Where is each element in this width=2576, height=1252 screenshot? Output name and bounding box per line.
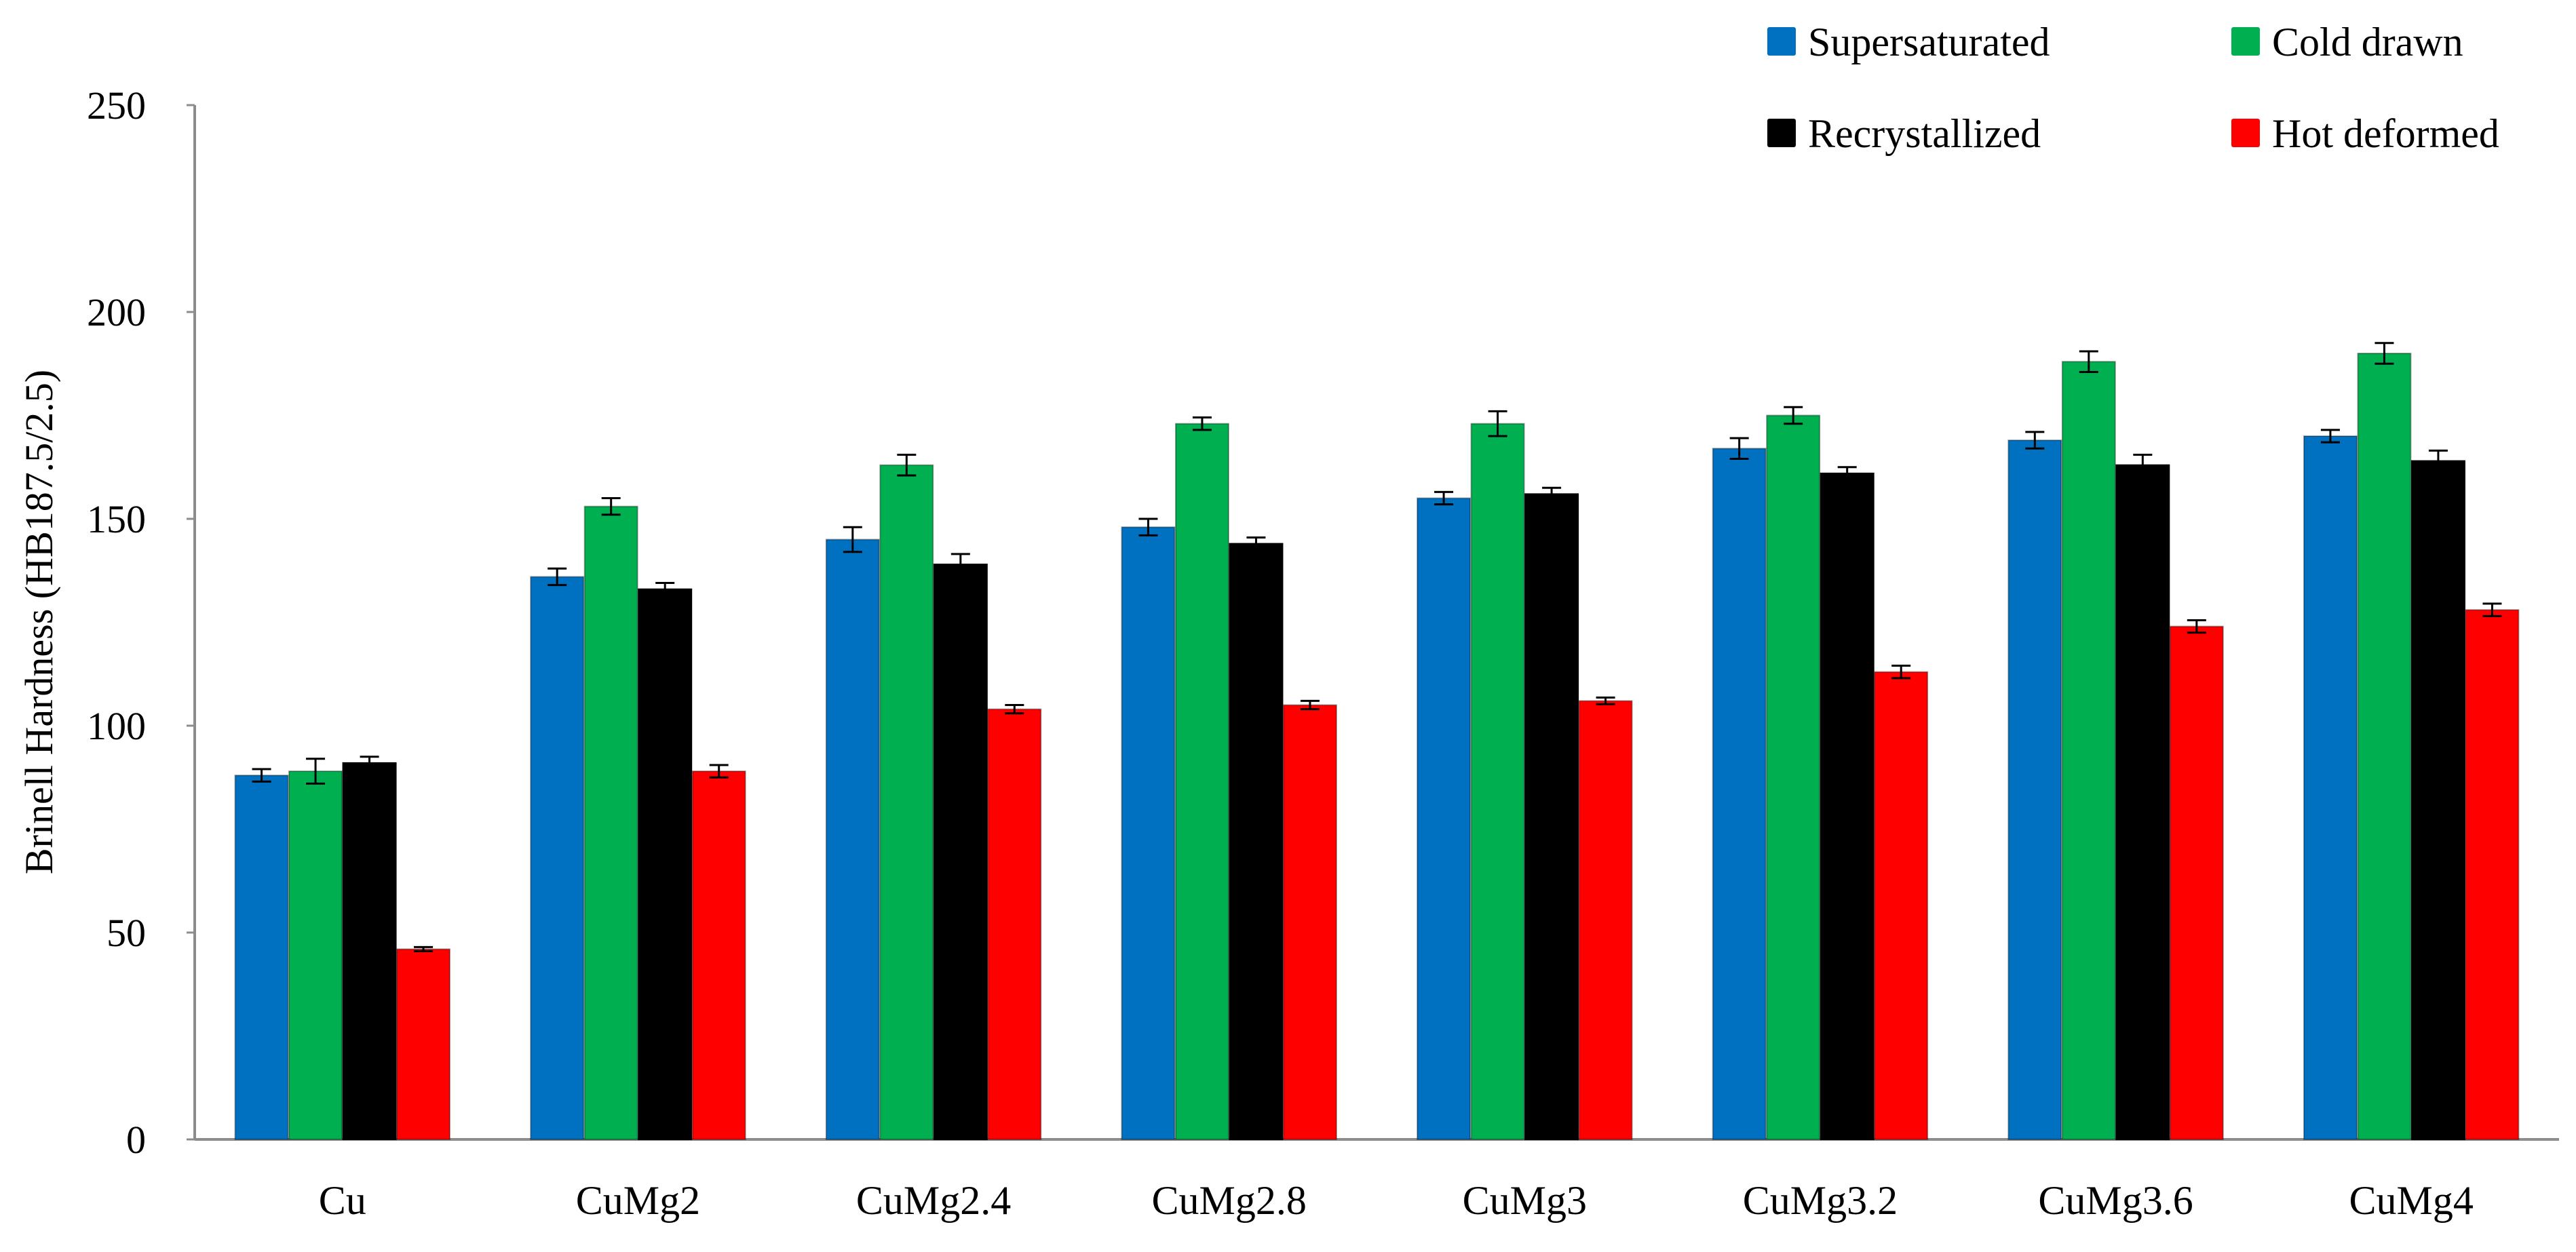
error-bar-hot-deformed-cumg4	[2482, 602, 2502, 617]
y-tick-label: 150	[87, 497, 146, 541]
error-bar-supersaturated-cumg2-8	[1138, 517, 1158, 536]
error-bar-hot-deformed-cumg2	[709, 764, 729, 779]
x-category-label: CuMg2.8	[1152, 1178, 1307, 1223]
error-bar-hot-deformed-cumg3-2	[1891, 665, 1911, 680]
legend-swatch-recrystallized	[1767, 119, 1796, 147]
legend-item-supersaturated: Supersaturated	[1767, 20, 2050, 64]
bar-hot-deformed-cumg2-4	[987, 708, 1042, 1140]
error-bar-supersaturated-cumg2	[547, 567, 567, 587]
error-bar-cold-drawn-cumg3	[1488, 410, 1507, 437]
bars	[234, 353, 2520, 1141]
y-tick-label: 0	[126, 1118, 146, 1162]
y-tick-labels: 0 50 100 150 200 250	[87, 83, 195, 1162]
bar-supersaturated-cumg3-2	[1712, 448, 1767, 1140]
bar-hot-deformed-cumg2-8	[1282, 704, 1337, 1140]
bar-cold-drawn-cumg3-6	[2061, 361, 2116, 1141]
x-category-label: CuMg4	[2349, 1178, 2474, 1223]
error-bar-hot-deformed-cumg2-4	[1005, 704, 1024, 715]
bar-supersaturated-cumg2	[530, 576, 585, 1140]
y-axis-title: Brinell Hardness (HB187.5/2.5)	[17, 370, 61, 874]
bar-supersaturated-cu	[234, 775, 289, 1140]
error-bar-cold-drawn-cumg2-4	[897, 453, 917, 477]
bar-hot-deformed-cumg3	[1578, 700, 1633, 1140]
legend-label-cold-drawn: Cold drawn	[2272, 20, 2463, 64]
error-bar-cold-drawn-cumg3-6	[2079, 350, 2098, 373]
error-bar-recrystallized-cumg3	[1542, 486, 1562, 502]
y-tick-label: 100	[87, 704, 146, 748]
bar-supersaturated-cumg2-8	[1121, 526, 1176, 1140]
error-bar-cold-drawn-cu	[306, 758, 326, 785]
legend: Supersaturated Cold drawn Recrystallized…	[1767, 20, 2499, 156]
bar-cold-drawn-cumg3	[1470, 423, 1525, 1141]
error-bar-hot-deformed-cumg2-8	[1300, 699, 1320, 711]
bar-recrystallized-cumg3-2	[1820, 472, 1875, 1140]
category-labels: Cu CuMg2 CuMg2.4 CuMg2.8 CuMg3 CuMg3.2 CuMg3.6…	[319, 1178, 2474, 1223]
bar-cold-drawn-cumg2-8	[1174, 423, 1229, 1141]
error-bar-cold-drawn-cumg3-2	[1784, 406, 1803, 425]
bar-cold-drawn-cumg4	[2357, 353, 2412, 1140]
error-bar-supersaturated-cu	[252, 768, 271, 783]
bar-recrystallized-cumg2	[638, 588, 693, 1140]
error-bar-recrystallized-cumg2-4	[950, 553, 970, 576]
bar-hot-deformed-cumg2	[691, 770, 746, 1140]
error-bar-hot-deformed-cumg3-6	[2187, 619, 2206, 634]
error-bar-cold-drawn-cumg2	[601, 497, 621, 516]
error-bar-cold-drawn-cumg4	[2375, 342, 2394, 365]
x-category-label: Cu	[319, 1178, 366, 1223]
legend-label-supersaturated: Supersaturated	[1808, 20, 2050, 64]
error-bar-hot-deformed-cumg3	[1596, 697, 1615, 705]
bar-supersaturated-cumg3-6	[2007, 439, 2062, 1140]
error-bar-recrystallized-cumg3-6	[2133, 453, 2153, 477]
error-bar-supersaturated-cumg4	[2320, 429, 2340, 444]
error-bar-recrystallized-cumg2-8	[1246, 536, 1266, 551]
x-category-label: CuMg2.4	[856, 1178, 1011, 1223]
error-bar-hot-deformed-cu	[414, 945, 434, 952]
error-bar-recrystallized-cumg4	[2428, 449, 2448, 473]
bar-cold-drawn-cumg2	[583, 505, 638, 1140]
bar-recrystallized-cumg3-6	[2115, 464, 2170, 1140]
bar-recrystallized-cumg2-4	[933, 564, 988, 1140]
bar-hot-deformed-cumg3-2	[1874, 671, 1929, 1140]
error-bar-recrystallized-cumg2	[655, 582, 675, 597]
bar-recrystallized-cumg4	[2410, 460, 2465, 1140]
bar-recrystallized-cumg2-8	[1229, 543, 1284, 1140]
legend-label-recrystallized: Recrystallized	[1808, 111, 2041, 156]
legend-item-hot-deformed: Hot deformed	[2231, 111, 2499, 156]
error-bar-recrystallized-cu	[360, 756, 379, 770]
error-bar-supersaturated-cumg3-2	[1729, 437, 1749, 461]
bar-supersaturated-cumg3	[1417, 497, 1472, 1140]
legend-label-hot-deformed: Hot deformed	[2272, 111, 2499, 156]
bar-hot-deformed-cumg3-6	[2169, 625, 2224, 1140]
error-bar-supersaturated-cumg2-4	[843, 526, 862, 553]
bar-supersaturated-cumg2-4	[825, 539, 880, 1140]
error-bar-recrystallized-cumg3-2	[1837, 466, 1857, 481]
legend-swatch-cold-drawn	[2231, 27, 2260, 56]
error-bars	[252, 342, 2502, 952]
x-category-label: CuMg3	[1463, 1178, 1587, 1223]
bar-supersaturated-cumg4	[2303, 435, 2358, 1140]
x-category-label: CuMg3.2	[1743, 1178, 1898, 1223]
y-tick-label: 200	[87, 290, 146, 334]
bar-cold-drawn-cumg3-2	[1766, 414, 1821, 1140]
legend-item-cold-drawn: Cold drawn	[2231, 20, 2463, 64]
legend-item-recrystallized: Recrystallized	[1767, 111, 2041, 156]
bar-cold-drawn-cumg2-4	[879, 464, 934, 1140]
bar-recrystallized-cumg3	[1524, 493, 1579, 1140]
bar-hot-deformed-cumg4	[2465, 609, 2520, 1140]
bar-cold-drawn-cu	[288, 770, 343, 1140]
x-category-label: CuMg3.6	[2038, 1178, 2193, 1223]
error-bar-supersaturated-cumg3	[1434, 490, 1454, 506]
y-tick-label: 50	[107, 911, 146, 955]
error-bar-cold-drawn-cumg2-8	[1192, 416, 1212, 431]
bar-recrystallized-cu	[342, 762, 397, 1140]
y-tick-label: 250	[87, 83, 146, 128]
legend-swatch-hot-deformed	[2231, 119, 2260, 147]
bar-hot-deformed-cu	[396, 948, 451, 1141]
error-bar-supersaturated-cumg3-6	[2025, 431, 2045, 450]
legend-swatch-supersaturated	[1767, 27, 1796, 56]
x-category-label: CuMg2	[576, 1178, 700, 1223]
